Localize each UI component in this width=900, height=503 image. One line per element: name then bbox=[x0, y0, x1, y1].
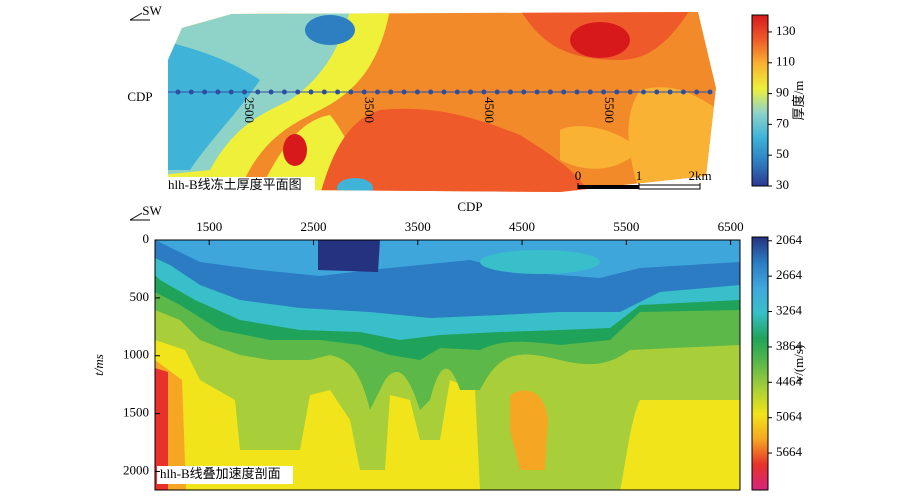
cdp-dot bbox=[587, 89, 593, 95]
scale-label: 2km bbox=[688, 168, 711, 183]
cdp-dot bbox=[508, 89, 513, 95]
colorbar bbox=[751, 236, 769, 491]
cdp-dot bbox=[694, 89, 700, 95]
x-tick-label: 6500 bbox=[718, 219, 744, 234]
cdp-dot bbox=[574, 89, 580, 95]
cdp-dot bbox=[614, 89, 620, 95]
direction-arrow bbox=[129, 12, 150, 21]
cdp-dot bbox=[375, 89, 380, 95]
cdp-dot bbox=[680, 89, 686, 95]
colorbar-tick-label: 50 bbox=[776, 146, 789, 161]
cdp-dot bbox=[242, 89, 247, 95]
cdp-dot bbox=[441, 89, 447, 95]
x-tick-label: 3500 bbox=[405, 219, 431, 234]
cdp-dot bbox=[654, 89, 660, 95]
cdp-dot bbox=[321, 89, 327, 95]
y-tick-label: 2000 bbox=[123, 462, 149, 477]
cdp-dot bbox=[414, 89, 420, 95]
direction-arrow bbox=[129, 212, 150, 221]
cdp-dot bbox=[641, 89, 646, 95]
cdp-dot bbox=[268, 89, 274, 95]
colorbar-label: v/(m/s) bbox=[791, 345, 806, 383]
colorbar bbox=[751, 14, 769, 187]
cdp-dots bbox=[175, 89, 713, 95]
section-frame bbox=[154, 239, 741, 491]
cdp-dot bbox=[707, 89, 713, 95]
cdp-label: 2500 bbox=[242, 97, 257, 123]
colorbar-tick-label: 30 bbox=[776, 177, 789, 192]
y-tick-label: 1500 bbox=[123, 405, 149, 420]
colorbar-tick-label: 2064 bbox=[776, 232, 803, 247]
cdp-dot bbox=[215, 89, 221, 95]
cdp-dot bbox=[601, 89, 607, 95]
cdp-dot bbox=[494, 89, 500, 95]
cdp-dot bbox=[335, 89, 341, 95]
map-y-label: CDP bbox=[127, 89, 152, 104]
y-tick-label: 500 bbox=[130, 289, 150, 304]
direction: SW bbox=[142, 3, 162, 18]
velocity-section bbox=[155, 240, 740, 490]
colorbar-tick-label: 70 bbox=[776, 115, 789, 130]
x-tick-label: 1500 bbox=[196, 219, 222, 234]
cdp-dot bbox=[308, 89, 314, 95]
cdp-dot bbox=[401, 89, 407, 95]
cdp-dot bbox=[468, 89, 474, 95]
colorbar-tick-label: 3864 bbox=[776, 338, 803, 353]
scale-bar bbox=[638, 184, 701, 190]
cdp-dot bbox=[175, 89, 181, 95]
cdp-dot bbox=[627, 89, 633, 95]
cdp-dot bbox=[255, 89, 261, 95]
cdp-dot bbox=[428, 89, 434, 95]
cdp-dot bbox=[667, 89, 673, 95]
direction: SW bbox=[142, 203, 162, 218]
cdp-label: 5500 bbox=[602, 97, 617, 123]
x-tick-label: 4500 bbox=[509, 219, 535, 234]
colorbar-tick-label: 3264 bbox=[776, 303, 803, 318]
cdp-dot bbox=[202, 89, 208, 95]
cdp-label: 3500 bbox=[362, 97, 377, 123]
colorbar-tick-label: 5664 bbox=[776, 444, 803, 459]
colorbar-tick-label: 130 bbox=[776, 23, 796, 38]
cdp-dot bbox=[454, 89, 460, 95]
section-title-box bbox=[157, 466, 293, 484]
scale-bar bbox=[578, 185, 639, 189]
cdp-dot bbox=[188, 89, 194, 95]
cdp-dot bbox=[481, 89, 487, 95]
cdp-dot bbox=[561, 89, 567, 95]
y-tick-label: 1000 bbox=[123, 347, 149, 362]
cdp-dot bbox=[361, 89, 367, 95]
colorbar-tick-label: 5064 bbox=[776, 409, 803, 424]
y-tick-label: 0 bbox=[143, 231, 150, 246]
cdp-label: 4500 bbox=[482, 97, 497, 123]
colorbar-label: 厚度/m bbox=[791, 81, 806, 121]
x-tick-label: 2500 bbox=[301, 219, 327, 234]
y-axis-label: t/ms bbox=[91, 354, 106, 376]
colorbar-tick-label: 110 bbox=[776, 54, 795, 69]
colorbar-tick-label: 4464 bbox=[776, 373, 803, 388]
scale-label: 1 bbox=[636, 168, 643, 183]
cdp-dot bbox=[348, 89, 354, 95]
map-title-box bbox=[165, 177, 315, 195]
section-title: hlh-B线叠加速度剖面 bbox=[160, 466, 281, 481]
cdp-dot bbox=[281, 89, 287, 95]
x-axis-label: CDP bbox=[457, 199, 482, 214]
cdp-dot bbox=[547, 89, 553, 95]
scale-label: 0 bbox=[575, 168, 582, 183]
cdp-dot bbox=[295, 89, 301, 95]
cdp-dot bbox=[388, 89, 394, 95]
cdp-dot bbox=[228, 89, 234, 95]
colorbar-tick-label: 2664 bbox=[776, 267, 803, 282]
colorbar-tick-label: 90 bbox=[776, 85, 789, 100]
map-title: hlh-B线冻土厚度平面图 bbox=[168, 177, 302, 192]
cdp-dot bbox=[521, 89, 527, 95]
cdp-dot bbox=[534, 89, 540, 95]
x-tick-label: 5500 bbox=[613, 219, 639, 234]
